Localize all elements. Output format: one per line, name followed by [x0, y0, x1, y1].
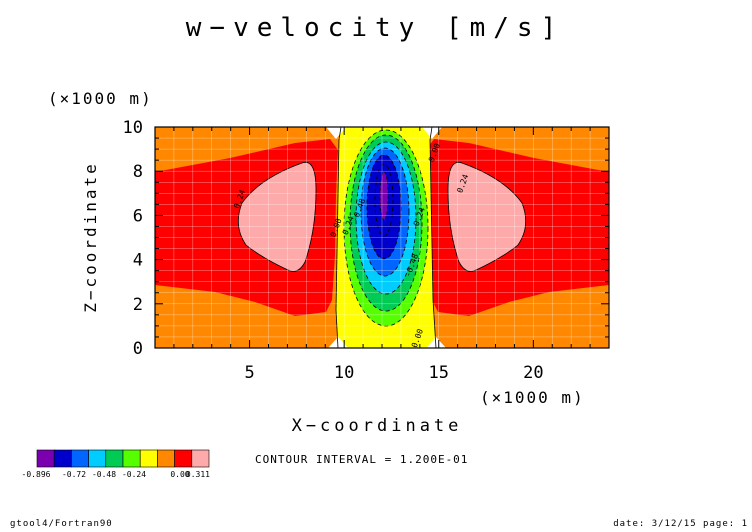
y-axis-unit: (×1000 m): [48, 89, 153, 108]
colorbar-swatch: [174, 449, 193, 468]
y-tick-label: 6: [133, 206, 143, 226]
corner-notch-top-right: [422, 127, 442, 139]
colorbar-swatch: [53, 449, 72, 468]
colorbar-swatch: [36, 449, 55, 468]
zero-contour-right: [429, 127, 437, 348]
colorbar-tick-label: -0.48: [92, 470, 116, 479]
colorbar-tick-label: -0.72: [62, 470, 86, 479]
colorbar-swatch: [105, 449, 124, 468]
footer-right: date: 3/12/15 page: 1: [613, 519, 748, 529]
colorbar-tick-label: 0.00: [170, 470, 189, 479]
pink-region-left: [237, 161, 317, 272]
x-axis-unit: (×1000 m): [480, 388, 585, 407]
y-ticks: 0 2 4 6 8 10: [123, 118, 609, 359]
x-tick-label: 5: [244, 363, 254, 383]
x-ticks: 5 10 15 20: [173, 127, 591, 383]
x-tick-label: 15: [429, 363, 449, 383]
corner-notch-top-left: [326, 127, 346, 139]
colorbar-tick-label: 0.311: [186, 470, 210, 479]
footer-left: gtool4/Fortran90: [10, 519, 113, 529]
colorbar-labels: -0.896 -0.72 -0.48 -0.24 0.000.311: [22, 470, 211, 479]
y-tick-label: 4: [133, 251, 143, 271]
x-tick-label: 20: [523, 363, 543, 383]
colorbar-swatch: [88, 449, 107, 468]
colorbar-tick-label: -0.24: [122, 470, 146, 479]
colorbar-swatch: [157, 449, 175, 468]
colorbar: [36, 449, 210, 468]
grid: [155, 127, 609, 348]
plot-area: [155, 127, 609, 348]
colorbar-swatch: [191, 449, 210, 468]
x-axis-label: X−coordinate: [292, 416, 463, 436]
chart-title: w−velocity [m/s]: [186, 13, 564, 43]
contour-interval-text: CONTOUR INTERVAL = 1.200E-01: [255, 453, 468, 466]
zero-contour-left: [335, 127, 342, 348]
colorbar-tick-label: -0.896: [22, 470, 51, 479]
y-axis-label: Z−coordinate: [81, 161, 100, 313]
y-tick-label: 0: [133, 339, 143, 359]
contour-level-minus0.84: [379, 171, 389, 221]
x-tick-label: 10: [334, 363, 354, 383]
colorbar-swatch: [71, 449, 89, 468]
y-tick-label: 8: [133, 162, 143, 182]
colorbar-swatch: [139, 449, 158, 468]
y-tick-label: 10: [123, 118, 143, 138]
y-tick-label: 2: [133, 295, 143, 315]
pink-region-right: [447, 161, 527, 272]
colorbar-swatch: [122, 449, 141, 468]
